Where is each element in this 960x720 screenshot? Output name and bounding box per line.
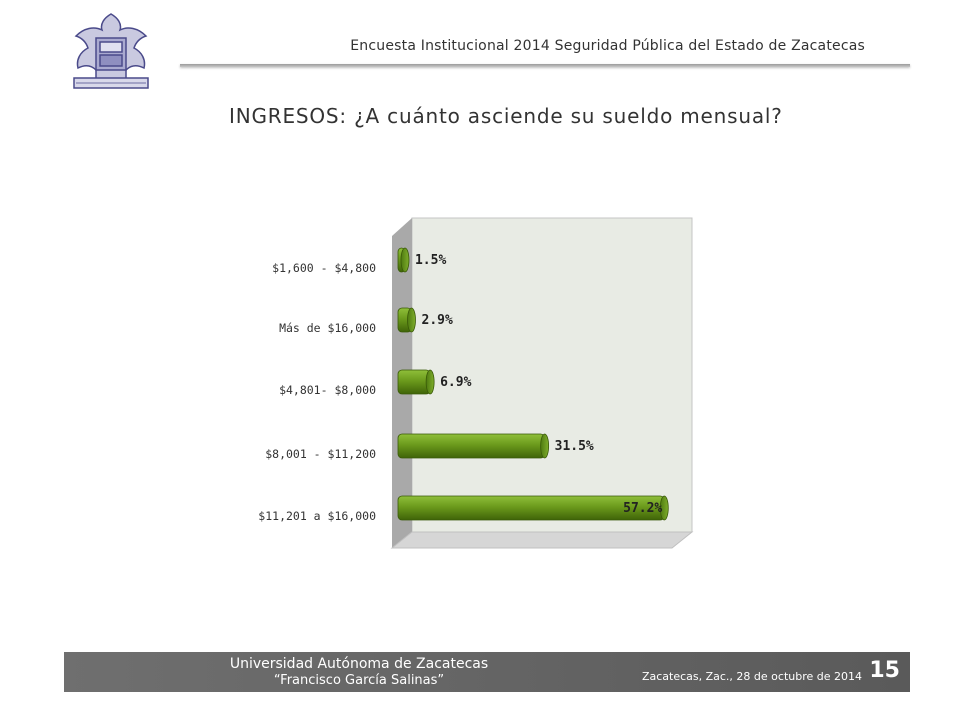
slide-title: INGRESOS: ¿A cuánto asciende su sueldo m…	[229, 104, 783, 128]
chart-bar	[397, 307, 416, 333]
header-divider	[180, 64, 910, 67]
university-seal-logo	[73, 13, 149, 89]
header-title: Encuesta Institucional 2014 Seguridad Pú…	[350, 38, 865, 54]
chart-bar-cap	[659, 495, 669, 521]
chart-bar-body	[397, 433, 546, 459]
data-label: 31.5%	[555, 439, 594, 454]
data-label: 57.2%	[623, 501, 662, 516]
chart-floor	[390, 531, 694, 549]
data-label: 1.5%	[415, 253, 446, 268]
footer-bar: Universidad Autónoma de Zacatecas “Franc…	[64, 652, 910, 692]
page-number: 15	[869, 658, 900, 683]
chart-bar	[397, 433, 550, 459]
footer-date: Zacatecas, Zac., 28 de octubre de 2014	[641, 670, 862, 683]
chart-bar-cap	[407, 307, 416, 333]
chart-bar-cap	[425, 369, 435, 395]
category-label: $4,801- $8,000	[279, 383, 376, 397]
category-label: Más de $16,000	[279, 321, 376, 335]
chart-bar-cap	[540, 433, 550, 459]
category-label: $8,001 - $11,200	[265, 447, 376, 461]
data-label: 2.9%	[422, 313, 453, 328]
chart-bar-body	[397, 369, 431, 395]
data-label: 6.9%	[440, 375, 471, 390]
footer-university: Universidad Autónoma de Zacatecas	[229, 656, 489, 672]
category-label: $11,201 a $16,000	[258, 509, 376, 523]
chart-bar	[397, 495, 669, 521]
chart-bar	[397, 369, 435, 395]
chart-bar	[397, 247, 410, 273]
footer-subtitle: “Francisco García Salinas”	[273, 673, 445, 688]
chart-bar-cap	[400, 247, 410, 273]
category-label: $1,600 - $4,800	[272, 261, 376, 275]
